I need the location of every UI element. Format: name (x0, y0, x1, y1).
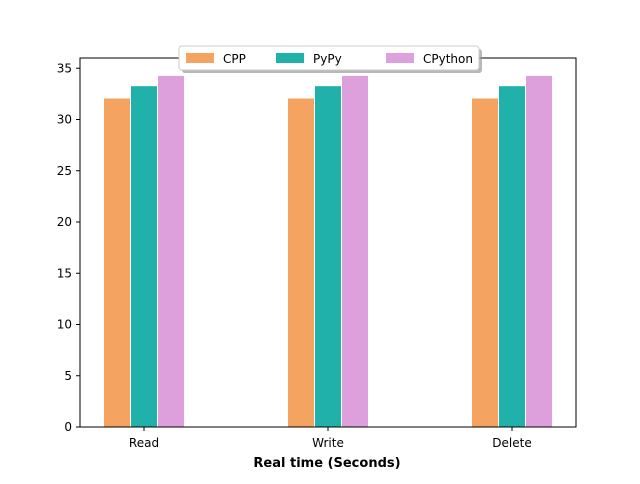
legend-label-pypy: PyPy (313, 52, 342, 66)
y-tick-label: 15 (57, 266, 72, 280)
legend-box (178, 45, 480, 71)
legend-swatch-cpython (386, 53, 414, 63)
legend-label-cpp: CPP (223, 52, 246, 66)
bar-cpython-read (157, 74, 185, 428)
legend-swatch-cpp (186, 53, 214, 63)
legend: CPP PyPy CPython (178, 45, 482, 73)
y-tick-label: 0 (64, 420, 72, 434)
bar-pypy-delete (498, 85, 526, 428)
bar-cpp-delete (471, 97, 499, 428)
legend-label-cpython: CPython (423, 52, 473, 66)
x-tick-label-delete: Delete (492, 436, 531, 450)
bars-layer (103, 74, 553, 428)
bar-pypy-write (314, 85, 342, 428)
x-tick-label-write: Write (312, 436, 344, 450)
x-tick-label-read: Read (129, 436, 159, 450)
y-tick-label: 25 (57, 164, 72, 178)
y-tick-label: 35 (57, 61, 72, 75)
bar-cpython-delete (525, 74, 553, 428)
y-tick-label: 30 (57, 113, 72, 127)
bar-cpp-read (103, 97, 131, 428)
y-tick-label: 20 (57, 215, 72, 229)
axes-layer: 0 5 10 15 20 25 30 35 Read Write Delete (57, 57, 577, 450)
x-axis-label: Real time (Seconds) (253, 456, 400, 471)
bar-cpython-write (341, 74, 369, 428)
y-tick-label: 10 (57, 318, 72, 332)
y-tick-label: 5 (64, 369, 72, 383)
bar-cpp-write (287, 97, 315, 428)
bar-pypy-read (130, 85, 158, 428)
legend-swatch-pypy (276, 53, 304, 63)
